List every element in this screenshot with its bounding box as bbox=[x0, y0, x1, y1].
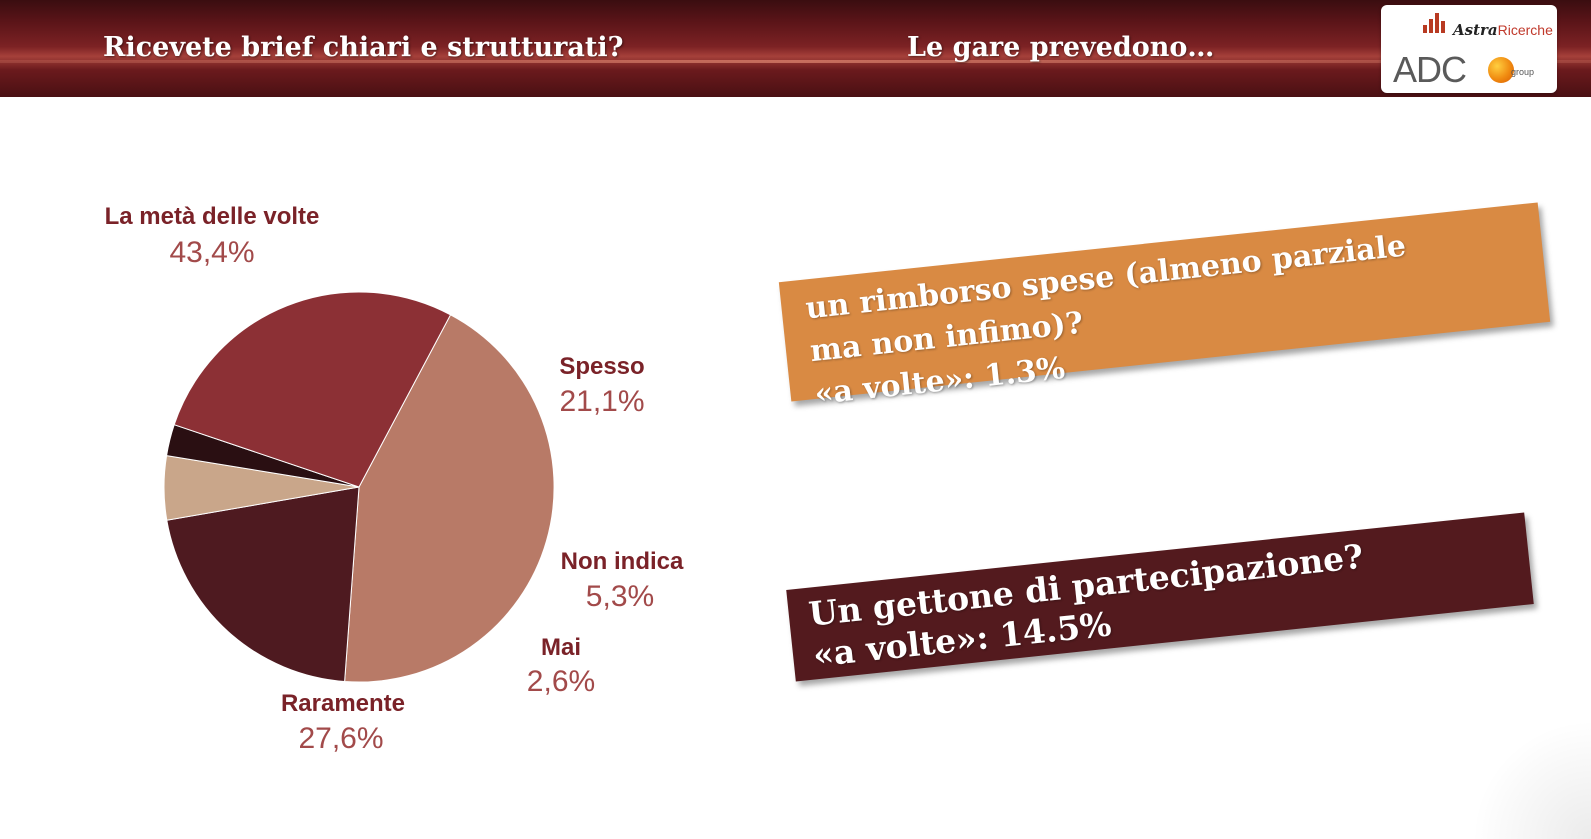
label-non-indica: Non indica bbox=[560, 548, 684, 575]
label-raramente: Raramente bbox=[280, 690, 406, 717]
card-rimborso-spese: un rimborso spese (almeno parziale ma no… bbox=[778, 202, 1551, 412]
card-gettone: Un gettone di partecipazione? «a volte»:… bbox=[786, 512, 1534, 682]
value-raramente: 27,6% bbox=[298, 722, 384, 755]
pie-chart bbox=[163, 291, 555, 683]
pie-slice-la-met-delle-volte bbox=[344, 314, 555, 683]
value-mai: 2,6% bbox=[526, 665, 596, 698]
header-stripe bbox=[0, 60, 1591, 63]
corner-shade bbox=[1471, 719, 1591, 839]
adc-logo-text: ADC bbox=[1393, 49, 1467, 90]
header-bar: Ricevete brief chiari e strutturati? Le … bbox=[0, 0, 1591, 97]
group-text: group bbox=[1511, 67, 1535, 77]
astra-ricerche-logo: AstraRicerche bbox=[1453, 21, 1553, 39]
value-meta: 43,4% bbox=[169, 236, 255, 269]
label-mai: Mai bbox=[540, 634, 582, 661]
label-spesso: Spesso bbox=[559, 353, 645, 380]
value-spesso: 21,1% bbox=[559, 385, 645, 418]
astra-adc-logo: AstraRicerche ADC group bbox=[1381, 5, 1557, 93]
adc-orb-icon bbox=[1488, 57, 1514, 83]
label-meta: La metà delle volte bbox=[104, 203, 320, 230]
pie-slice-raramente bbox=[173, 291, 452, 488]
pie-slice-spesso bbox=[166, 486, 360, 683]
left-title: Ricevete brief chiari e strutturati? bbox=[103, 32, 624, 63]
right-title: Le gare prevedono… bbox=[907, 32, 1215, 63]
value-non-indica: 5,3% bbox=[585, 580, 655, 613]
